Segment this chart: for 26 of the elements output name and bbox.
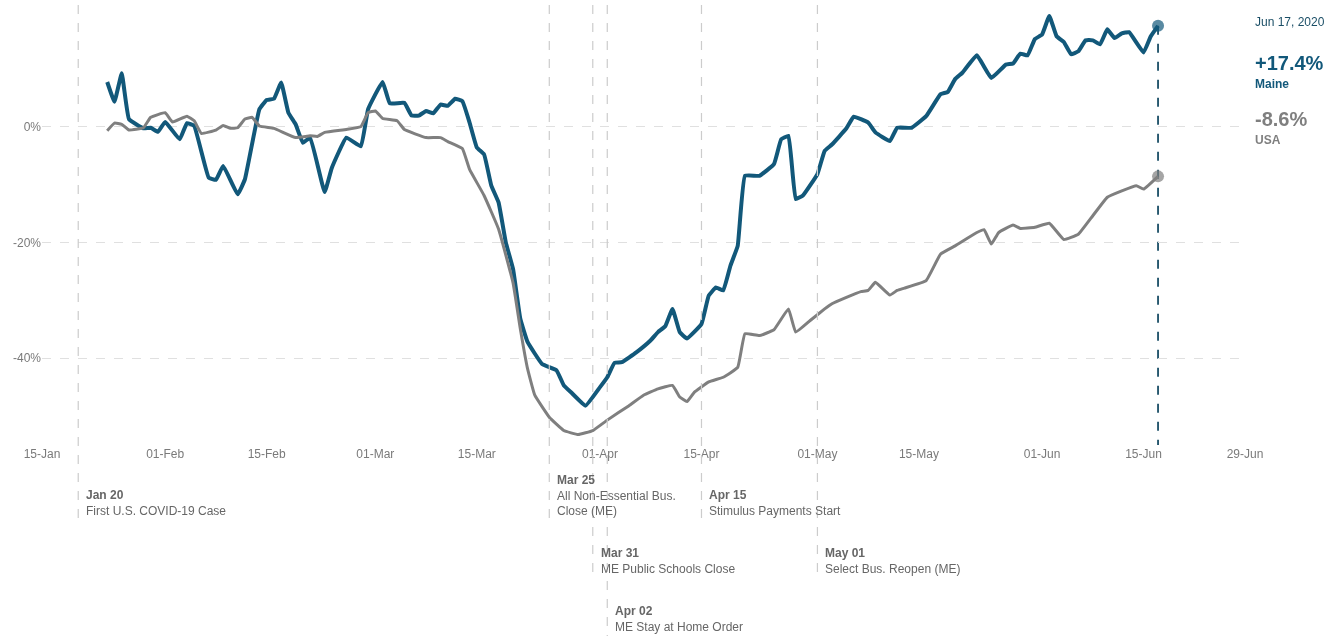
x-tick-label: 15-Jan	[23, 447, 61, 461]
x-tick-label: 29-Jun	[1226, 447, 1264, 461]
x-tick-label: 01-Feb	[146, 447, 185, 461]
ref-line-label: Jan 20 First U.S. COVID-19 Case	[86, 488, 227, 518]
y-tick-label: 0%	[23, 119, 42, 134]
x-tick-label: 15-Mar	[457, 447, 496, 461]
x-tick-label: 15-Jun	[1125, 447, 1162, 461]
ref-line-label: Apr 02 ME Stay at Home Order	[615, 604, 744, 634]
x-tick-label: 15-Apr	[683, 447, 720, 461]
ref-line-label: Mar 25 All Non-Essential Bus. Close (ME)	[557, 473, 676, 519]
x-tick-label: 01-Mar	[356, 447, 395, 461]
text: +17.4%	[1255, 52, 1324, 74]
y-tick-label: -20%	[12, 235, 42, 250]
x-tick-label: 01-May	[797, 447, 838, 461]
text: -8.6%	[1255, 108, 1308, 130]
ref-line-label: Mar 31 ME Public Schools Close	[601, 546, 736, 576]
text: USA	[1255, 133, 1281, 147]
x-tick-label: 01-Apr	[582, 447, 619, 461]
ref-line-label: Apr 15 Stimulus Payments Start	[709, 488, 842, 518]
x-tick-label: 15-May	[898, 447, 939, 461]
text: Jun 17, 2020	[1255, 15, 1325, 29]
ref-line-label: May 01 Select Bus. Reopen (ME)	[825, 546, 961, 576]
text: Maine	[1255, 77, 1290, 91]
x-tick-label: 01-Jun	[1023, 447, 1061, 461]
y-tick-label: -40%	[12, 351, 42, 366]
x-tick-label: 15-Feb	[247, 447, 286, 461]
